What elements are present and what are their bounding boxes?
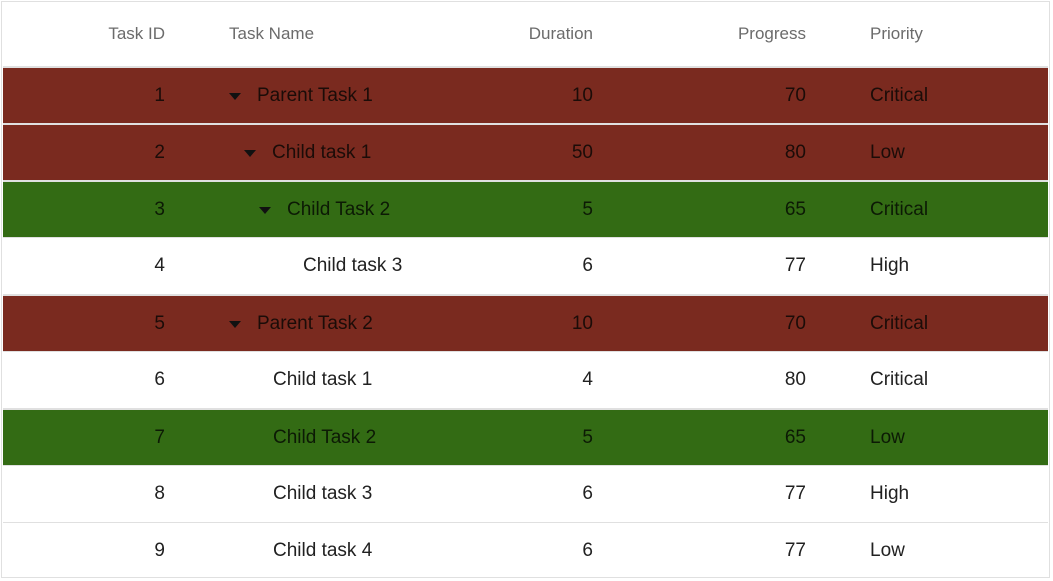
table-row[interactable]: 3 Child Task 2 5 65 Critical [3, 180, 1048, 238]
cell-progress: 70 [784, 313, 806, 334]
table-row[interactable]: 4 Child task 3 6 77 High [3, 237, 1048, 294]
task-name-text: Child Task 2 [273, 427, 377, 448]
task-name-text: Child Task 2 [287, 199, 391, 220]
cell-task-name: Child task 1 [229, 125, 504, 181]
cell-progress: 70 [784, 85, 806, 106]
cell-duration: 6 [582, 540, 593, 561]
cell-duration: 4 [582, 369, 593, 390]
cell-priority: Critical [870, 369, 929, 390]
expand-collapse-icon[interactable] [259, 206, 271, 214]
table-row[interactable]: 7 Child Task 2 5 65 Low [3, 408, 1048, 466]
header-task-name[interactable]: Task Name [229, 24, 315, 43]
cell-progress: 80 [784, 142, 806, 163]
header-priority[interactable]: Priority [870, 24, 923, 43]
task-name-text: Child task 1 [273, 369, 373, 390]
cell-task-name: Parent Task 2 [229, 296, 489, 352]
cell-task-id: 3 [154, 199, 165, 220]
task-name-text: Parent Task 2 [257, 313, 373, 334]
expand-collapse-icon[interactable] [229, 92, 241, 100]
table-row[interactable]: 6 Child task 1 4 80 Critical [3, 351, 1048, 408]
cell-task-id: 1 [154, 85, 165, 106]
cell-task-id: 6 [154, 369, 165, 390]
cell-task-id: 5 [154, 313, 165, 334]
table-row[interactable]: 8 Child task 3 6 77 High [3, 465, 1048, 522]
cell-task-id: 2 [154, 142, 165, 163]
cell-priority: Low [870, 540, 905, 561]
cell-progress: 77 [784, 255, 806, 276]
cell-progress: 65 [784, 199, 806, 220]
cell-duration: 6 [582, 255, 593, 276]
cell-priority: High [870, 255, 910, 276]
cell-progress: 77 [784, 540, 806, 561]
cell-priority: Critical [870, 313, 929, 334]
cell-task-name: Child task 3 [229, 466, 505, 522]
table-row[interactable]: 1 Parent Task 1 10 70 Critical [3, 66, 1048, 124]
task-name-text: Child task 3 [303, 255, 403, 276]
cell-task-name: Child task 1 [229, 352, 505, 408]
cell-priority: Critical [870, 199, 929, 220]
cell-progress: 65 [784, 427, 806, 448]
table-row[interactable]: 2 Child task 1 50 80 Low [3, 123, 1048, 181]
cell-priority: Low [870, 427, 905, 448]
header-progress[interactable]: Progress [737, 24, 806, 43]
cell-progress: 80 [784, 369, 806, 390]
cell-duration: 10 [571, 85, 593, 106]
expand-collapse-icon[interactable] [244, 149, 256, 157]
cell-task-name: Parent Task 1 [229, 68, 489, 124]
cell-duration: 50 [571, 142, 593, 163]
cell-duration: 10 [571, 313, 593, 334]
table-row[interactable]: 5 Parent Task 2 10 70 Critical [3, 294, 1048, 352]
cell-progress: 77 [784, 483, 806, 504]
cell-task-id: 8 [154, 483, 165, 504]
header-task-id[interactable]: Task ID [108, 24, 165, 43]
cell-duration: 5 [582, 427, 593, 448]
cell-priority: Low [870, 142, 905, 163]
table-row[interactable]: 9 Child task 4 6 77 Low [3, 522, 1048, 579]
task-name-text: Child task 3 [273, 483, 373, 504]
cell-task-name: Child task 4 [229, 523, 505, 579]
grid-header: Task ID Task Name Duration Progress Prio… [3, 2, 1048, 66]
cell-priority: High [870, 483, 910, 504]
task-name-text: Child task 4 [273, 540, 373, 561]
task-name-text: Parent Task 1 [257, 85, 373, 106]
cell-task-name: Child Task 2 [229, 410, 505, 466]
header-duration[interactable]: Duration [528, 24, 593, 43]
cell-duration: 5 [582, 199, 593, 220]
cell-duration: 6 [582, 483, 593, 504]
cell-task-name: Child Task 2 [229, 182, 519, 238]
cell-task-id: 7 [154, 427, 165, 448]
cell-task-id: 4 [154, 255, 165, 276]
expand-collapse-icon[interactable] [229, 320, 241, 328]
cell-task-id: 9 [154, 540, 165, 561]
cell-task-name: Child task 3 [229, 238, 535, 294]
cell-priority: Critical [870, 85, 929, 106]
task-name-text: Child task 1 [272, 142, 372, 163]
